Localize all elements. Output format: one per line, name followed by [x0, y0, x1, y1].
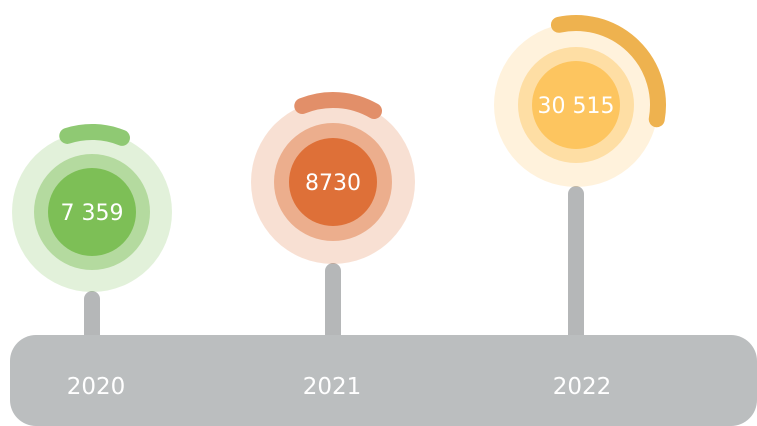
year-label-2022: 2022 [553, 374, 612, 400]
circles-layer [12, 23, 658, 292]
year-label-2020: 2020 [67, 374, 126, 400]
year-label-2021: 2021 [303, 374, 362, 400]
value-label-2021: 8730 [305, 171, 361, 196]
value-label-2022: 30 515 [538, 94, 615, 119]
value-label-2020: 7 359 [61, 201, 124, 226]
progress-arc-2020 [67, 132, 122, 138]
